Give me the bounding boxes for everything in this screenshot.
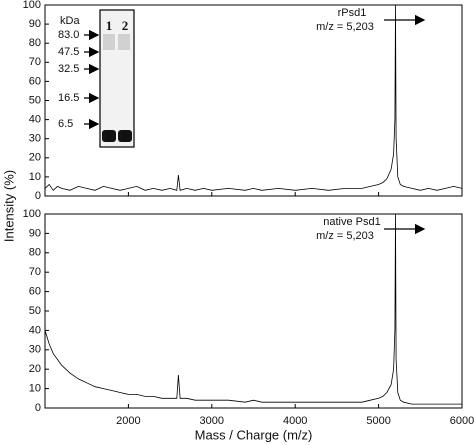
x-tick-label: 4000	[283, 415, 307, 427]
lane-label: 1	[106, 18, 113, 33]
x-tick-label: 2000	[116, 415, 140, 427]
y-axis-title: Intensity (%)	[1, 170, 16, 242]
marker-label: 32.5	[58, 63, 79, 75]
y-tick-label: 100	[23, 208, 41, 220]
y-tick-label: 30	[29, 133, 41, 145]
y-tick-label: 10	[29, 171, 41, 183]
y-tick-label: 40	[29, 324, 41, 336]
marker-label: 16.5	[58, 92, 79, 104]
y-tick-label: 50	[29, 305, 41, 317]
y-tick-label: 60	[29, 75, 41, 87]
y-tick-label: 50	[29, 94, 41, 106]
y-tick-label: 20	[29, 152, 41, 164]
y-tick-label: 40	[29, 114, 41, 126]
lane-label: 2	[122, 18, 129, 33]
y-tick-label: 90	[29, 227, 41, 239]
x-tick-label: 6000	[450, 415, 474, 427]
peak-mass: m/z = 5,203	[316, 230, 374, 242]
y-tick-label: 70	[29, 266, 41, 278]
gel-smear	[118, 34, 130, 50]
marker-label: 83.0	[58, 29, 79, 41]
y-tick-label: 0	[35, 402, 41, 414]
gel	[99, 9, 135, 148]
y-tick-label: 30	[29, 344, 41, 356]
marker-label: 6.5	[58, 118, 73, 130]
gel-smear	[103, 34, 115, 50]
spectrum-line	[44, 213, 462, 405]
x-tick-label: 5000	[366, 415, 390, 427]
y-tick-label: 100	[23, 0, 41, 11]
y-tick-label: 80	[29, 247, 41, 259]
y-tick-label: 20	[29, 363, 41, 375]
y-tick-label: 70	[29, 56, 41, 68]
y-tick-label: 10	[29, 383, 41, 395]
x-axis-title: Mass / Charge (m/z)	[195, 427, 313, 442]
x-tick-label: 3000	[200, 415, 224, 427]
y-tick-label: 60	[29, 286, 41, 298]
gel-band	[118, 130, 132, 142]
peak-mass: m/z = 5,203	[316, 21, 374, 33]
gel-band	[102, 130, 116, 142]
y-tick-label: 0	[35, 190, 41, 202]
peak-label: native Psd1	[323, 216, 380, 228]
plot-frame	[44, 213, 463, 409]
y-tick-label: 80	[29, 37, 41, 49]
marker-label: 47.5	[58, 46, 79, 58]
peak-label: rPsd1	[338, 7, 367, 19]
y-tick-label: 90	[29, 18, 41, 30]
spectrum-line	[44, 4, 463, 191]
inset-unit: kDa	[60, 15, 80, 27]
